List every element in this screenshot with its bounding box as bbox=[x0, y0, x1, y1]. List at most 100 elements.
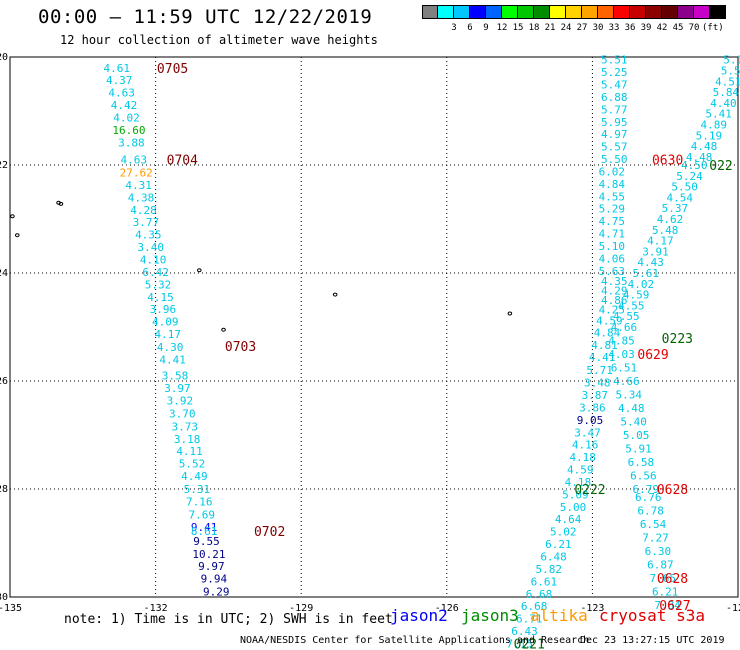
wave-height-value: 5.50 bbox=[601, 153, 628, 166]
wave-height-value: 4.49 bbox=[181, 470, 208, 483]
credit-line: NOAA/NESDIS Center for Satellite Applica… bbox=[240, 635, 590, 646]
wave-height-value: 5.24 bbox=[676, 170, 703, 183]
wave-height-value: 5.47 bbox=[601, 79, 628, 92]
color-scale-swatch bbox=[486, 5, 502, 19]
lat-tick-label: -20 bbox=[0, 52, 8, 63]
wave-height-value: 4.38 bbox=[128, 191, 155, 204]
wave-height-value: 5.52 bbox=[179, 458, 206, 471]
wave-height-value: 4.02 bbox=[628, 278, 655, 291]
wave-height-value: 9.41 bbox=[191, 521, 218, 534]
color-scale-swatch bbox=[694, 5, 710, 19]
wave-height-value: 5.19 bbox=[696, 129, 723, 142]
wave-height-value: 7.15 bbox=[506, 637, 533, 650]
wave-height-value: 6.58 bbox=[628, 456, 655, 469]
wave-height-value: 6.88 bbox=[601, 91, 628, 104]
wave-height-value: 4.75 bbox=[599, 215, 626, 228]
color-scale-tick: 15 bbox=[512, 23, 524, 33]
color-scale-tick: 33 bbox=[608, 23, 620, 33]
wave-height-value: 4.09 bbox=[152, 316, 179, 329]
wave-height-value: 9.29 bbox=[203, 586, 230, 599]
wave-height-value: 6.54 bbox=[640, 518, 667, 531]
wave-height-value: 6.78 bbox=[637, 505, 664, 518]
wave-height-value: 4.48 bbox=[618, 402, 645, 415]
color-scale-frame bbox=[422, 5, 726, 19]
wave-height-value: 5.50 bbox=[671, 181, 698, 194]
wave-height-value: 4.17 bbox=[647, 235, 674, 248]
wave-height-value: 5.57 bbox=[601, 141, 628, 154]
wave-height-value: 4.25 bbox=[599, 304, 626, 317]
wave-height-value: 7.27 bbox=[642, 532, 669, 545]
wave-height-value: 6.51 bbox=[611, 362, 638, 375]
wave-height-value: 4.30 bbox=[157, 341, 184, 354]
wave-height-value: 6.30 bbox=[645, 545, 672, 558]
color-scale-swatch bbox=[438, 5, 454, 19]
wave-height-value: 6.48 bbox=[540, 551, 567, 564]
color-scale-swatch bbox=[646, 5, 662, 19]
wave-height-value: 5.82 bbox=[535, 563, 562, 576]
color-scale-tick: 21 bbox=[544, 23, 556, 33]
wave-height-value: 6.56 bbox=[630, 470, 657, 483]
wave-height-value: 5.5 bbox=[721, 65, 740, 78]
wave-height-value: 4.84 bbox=[594, 326, 621, 339]
footer-note: note: 1) Time is in UTC; 2) SWH is in fe… bbox=[64, 612, 393, 627]
color-scale-swatch bbox=[518, 5, 534, 19]
wave-height-value: 5.05 bbox=[623, 429, 650, 442]
wave-height-value: 4.71 bbox=[599, 228, 626, 241]
satellite-legend-cryosat: cryosat s3a bbox=[599, 606, 705, 625]
wave-height-value: 5.00 bbox=[560, 501, 587, 514]
wave-height-value: 4.35 bbox=[135, 229, 162, 242]
lon-tick-label: -135 bbox=[0, 603, 22, 614]
color-scale-tick: 3 bbox=[451, 23, 457, 33]
satellite-legend-jason3: jason3 bbox=[461, 606, 519, 625]
wave-height-value: 5.61 bbox=[633, 267, 660, 280]
wave-height-value: 4.59 bbox=[623, 289, 650, 302]
wave-height-value: 5.1 bbox=[723, 54, 740, 67]
lon-tick-label: -123 bbox=[580, 603, 604, 614]
color-scale-swatch bbox=[630, 5, 646, 19]
wave-height-value: 4.48 bbox=[691, 140, 718, 153]
color-scale-tick: 9 bbox=[483, 23, 489, 33]
wave-height-value: 4.84 bbox=[599, 178, 626, 191]
wave-height-value: 4.29 bbox=[601, 284, 628, 297]
color-scale-tick: 18 bbox=[528, 23, 540, 33]
lat-tick-label: -26 bbox=[0, 376, 8, 387]
pass-time-label: 0704 bbox=[167, 154, 198, 169]
wave-height-value: 8.61 bbox=[191, 525, 218, 538]
wave-height-value: 4.15 bbox=[147, 291, 174, 304]
pass-time-label: 0628 bbox=[657, 572, 688, 587]
color-scale-tick: 6 bbox=[467, 23, 473, 33]
wave-height-value: 6.79 bbox=[633, 483, 660, 496]
wave-height-value: 3.47 bbox=[574, 426, 601, 439]
color-scale-swatch bbox=[598, 5, 614, 19]
wave-height-value: 4.55 bbox=[599, 190, 626, 203]
island-marker bbox=[507, 311, 513, 316]
wave-height-value: 4.81 bbox=[591, 339, 618, 352]
lat-tick-label: -30 bbox=[0, 592, 8, 603]
color-scale-swatch bbox=[678, 5, 694, 19]
wave-height-value: 3.97 bbox=[164, 382, 191, 395]
wave-height-value: 4.11 bbox=[176, 445, 203, 458]
wave-height-value: 5.77 bbox=[601, 103, 628, 116]
color-scale-tick: 70 bbox=[688, 23, 700, 33]
pass-time-label: 0223 bbox=[662, 332, 693, 347]
wave-height-value: 7.84 bbox=[654, 599, 681, 612]
wave-height-value: 6.87 bbox=[647, 559, 674, 572]
color-scale-swatch bbox=[502, 5, 518, 19]
wave-height-value: 10.21 bbox=[192, 548, 225, 561]
island-marker bbox=[221, 327, 226, 332]
satellite-legend-altika: altika bbox=[530, 606, 588, 625]
wave-height-value: 4.55 bbox=[618, 299, 645, 312]
wave-height-value: 6.02 bbox=[599, 165, 626, 178]
wave-height-value: 6.21 bbox=[652, 586, 679, 599]
wave-height-value: 4.59 bbox=[567, 464, 594, 477]
wave-height-value: 4.59 bbox=[596, 315, 623, 328]
pass-time-label: 0630 bbox=[652, 154, 683, 169]
wave-height-value: 3.40 bbox=[137, 241, 164, 254]
lon-tick-label: -132 bbox=[144, 603, 168, 614]
wave-height-value: 4.51 bbox=[715, 75, 740, 88]
wave-height-value: 4.86 bbox=[601, 294, 628, 307]
wave-height-value: 4.35 bbox=[601, 275, 628, 288]
wave-height-value: 4.40 bbox=[710, 97, 737, 110]
satellite-legend-jason2: jason2 bbox=[390, 606, 448, 625]
wave-height-value: 4.61 bbox=[104, 62, 131, 75]
